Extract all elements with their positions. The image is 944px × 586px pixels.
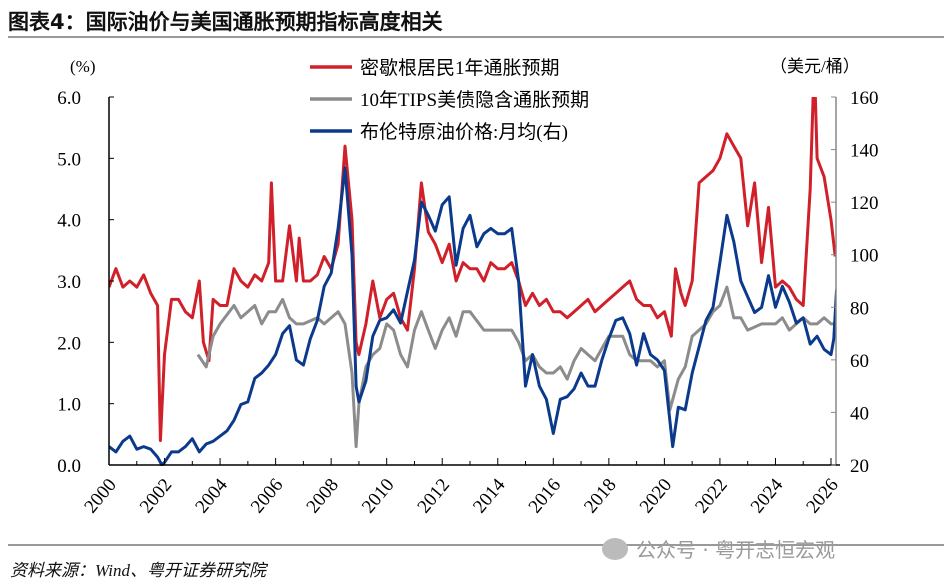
wechat-icon [602, 537, 628, 560]
chart-title: 图表4：国际油价与美国通胀预期指标高度相关 [8, 10, 443, 34]
y-tick-label: 6.0 [57, 88, 81, 109]
y-tick-label: 4.0 [57, 211, 81, 232]
y2-tick-label: 140 [850, 141, 879, 162]
y2-tick-label: 120 [850, 193, 879, 214]
x-tick-label: 2020 [636, 475, 677, 518]
legend-label-2: 布伦特原油价格:月均(右) [360, 121, 568, 143]
y2-tick-label: 80 [850, 298, 869, 319]
source-note: 资料来源：Wind、粤开证券研究院 [10, 561, 266, 580]
x-tick-label: 2004 [191, 474, 232, 517]
x-tick-label: 2012 [414, 475, 455, 518]
y2-tick-label: 100 [850, 246, 879, 267]
x-tick-label: 2000 [80, 475, 121, 518]
y-tick-label: 2.0 [57, 333, 81, 354]
x-tick-label: 2008 [302, 475, 343, 518]
y2-axis-label: （美元/桶） [770, 57, 860, 76]
x-tick-label: 2010 [358, 475, 399, 518]
y2-tick-label: 160 [850, 88, 879, 109]
y2-tick-label: 60 [850, 351, 869, 372]
y2-tick-label: 20 [850, 456, 869, 477]
y-tick-label: 0.0 [57, 456, 81, 477]
x-tick-label: 2024 [747, 474, 788, 517]
x-tick-label: 2016 [525, 475, 566, 518]
x-tick-label: 2002 [136, 475, 177, 518]
x-tick-label: 2006 [247, 475, 288, 518]
y-tick-label: 3.0 [57, 272, 81, 293]
x-tick-label: 2026 [802, 475, 843, 518]
series-line-2 [109, 166, 836, 466]
y-tick-label: 1.0 [57, 395, 81, 416]
series-line-1 [196, 285, 834, 449]
series-line-0 [109, 97, 836, 442]
y-tick-label: 5.0 [57, 149, 81, 170]
y-axis-label: (%) [70, 57, 95, 76]
legend-label-1: 10年TIPS美债隐含通胀预期 [360, 89, 589, 111]
x-tick-label: 2018 [580, 475, 621, 518]
y2-tick-label: 40 [850, 403, 869, 424]
x-tick-label: 2022 [691, 475, 732, 518]
legend-label-0: 密歇根居民1年通胀预期 [360, 57, 560, 79]
watermark-text: 公众号 · 粤开志恒宏观 [636, 538, 836, 562]
watermark: 公众号 · 粤开志恒宏观 [602, 534, 835, 563]
x-tick-label: 2014 [469, 474, 510, 517]
